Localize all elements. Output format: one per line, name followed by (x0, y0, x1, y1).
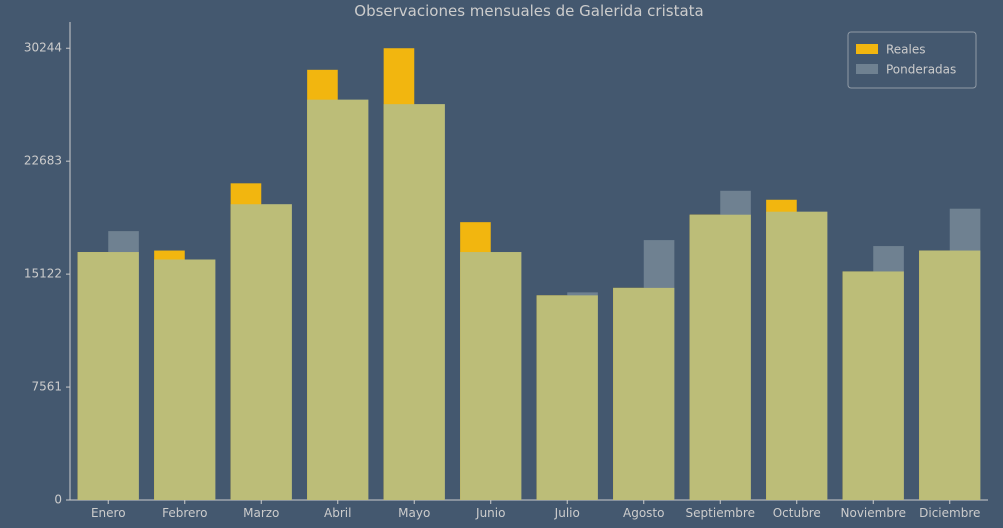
legend-label: Ponderadas (886, 63, 956, 77)
y-tick-label: 30244 (24, 41, 62, 55)
bar-underlay (384, 104, 445, 500)
x-tick-label: Marzo (243, 506, 279, 520)
chart-container: Observaciones mensuales de Galerida cris… (0, 0, 1003, 528)
x-tick-label: Septiembre (686, 506, 755, 520)
bar-underlay (690, 215, 751, 500)
bar-underlay (843, 271, 904, 500)
x-tick-label: Agosto (623, 506, 664, 520)
bar-underlay (231, 204, 292, 500)
bar-underlay (460, 252, 521, 500)
y-tick-label: 15122 (24, 267, 62, 281)
legend: Reales Ponderadas (848, 32, 976, 88)
bar-chart: Observaciones mensuales de Galerida cris… (0, 0, 1003, 528)
y-tick-label: 7561 (31, 380, 62, 394)
x-tick-label: Febrero (162, 506, 207, 520)
y-tick-label: 22683 (24, 154, 62, 168)
x-tick-label: Enero (91, 506, 126, 520)
bar-underlay (154, 260, 215, 500)
legend-swatch (856, 44, 878, 54)
bar-underlay (766, 212, 827, 500)
legend-box (848, 32, 976, 88)
x-tick-label: Diciembre (919, 506, 980, 520)
bar-underlay (78, 252, 139, 500)
legend-label: Reales (886, 43, 926, 57)
legend-swatch (856, 64, 878, 74)
bar-underlay (613, 288, 674, 500)
chart-title: Observaciones mensuales de Galerida cris… (354, 2, 703, 20)
x-tick-label: Abril (324, 506, 351, 520)
bar-underlay (537, 295, 598, 500)
x-tick-label: Mayo (398, 506, 430, 520)
x-tick-label: Julio (554, 506, 580, 520)
x-tick-label: Noviembre (841, 506, 907, 520)
bar-underlay (307, 100, 368, 500)
y-tick-label: 0 (54, 493, 62, 507)
x-tick-label: Junio (475, 506, 505, 520)
x-tick-label: Octubre (773, 506, 821, 520)
bar-underlay (919, 251, 980, 500)
